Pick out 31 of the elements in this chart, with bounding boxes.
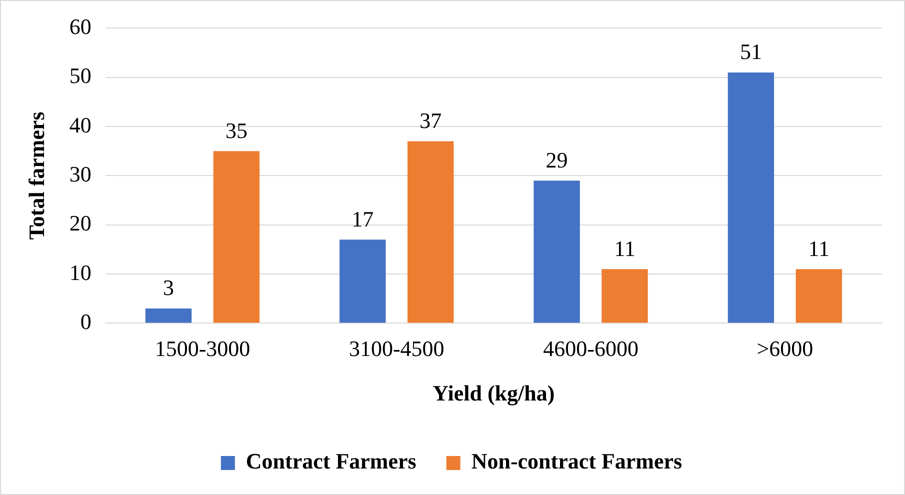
y-tick-label: 60 — [69, 14, 92, 39]
data-label: 37 — [420, 108, 442, 134]
x-axis-title: Yield (kg/ha) — [432, 380, 555, 406]
bar — [796, 269, 842, 323]
bar — [213, 151, 260, 323]
data-label: 17 — [352, 206, 374, 232]
bar — [340, 240, 386, 323]
x-tick-label: 4600-6000 — [543, 336, 638, 362]
y-tick-label: 0 — [80, 308, 92, 334]
bar — [728, 72, 774, 323]
bar — [602, 269, 648, 323]
data-label: 3 — [163, 275, 174, 300]
y-tick-label: 30 — [69, 161, 92, 186]
bar — [534, 180, 580, 323]
data-label: 35 — [225, 118, 248, 143]
y-tick-label: 50 — [69, 63, 92, 88]
x-tick-label: >6000 — [756, 336, 814, 362]
y-tick-label: 20 — [69, 210, 92, 236]
data-label: 11 — [808, 236, 830, 261]
legend-label: Contract Farmers — [246, 448, 417, 474]
data-label: 51 — [740, 39, 762, 64]
y-tick-label: 10 — [69, 260, 92, 285]
y-tick-label: 40 — [69, 112, 92, 138]
x-tick-label: 1500-3000 — [154, 336, 250, 362]
legend-label: Non-contract Farmers — [471, 448, 683, 474]
bar — [408, 141, 454, 323]
data-label: 11 — [614, 236, 636, 261]
y-axis-title: Total farmers — [24, 111, 49, 240]
x-tick-label: 3100-4500 — [348, 336, 444, 362]
data-label: 29 — [546, 147, 568, 172]
bar — [145, 308, 192, 323]
